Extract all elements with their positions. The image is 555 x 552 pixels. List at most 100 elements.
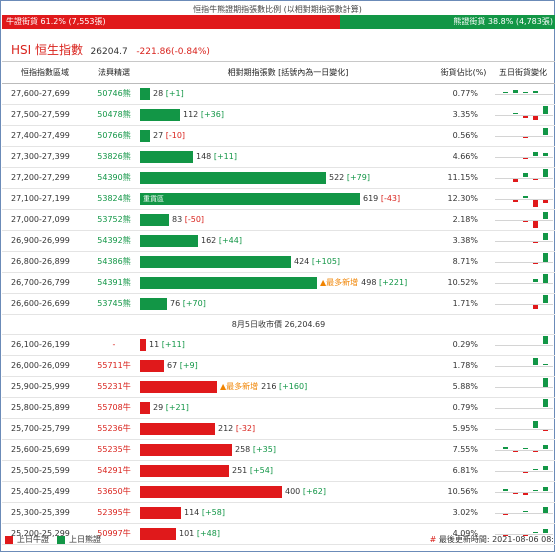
five-day-sparkline: [495, 231, 555, 251]
product-code[interactable]: 50478熊: [88, 104, 140, 126]
table-row: 26,000-26,099 55711牛 67 [+9] 1.78%: [2, 355, 555, 377]
sparkline-baseline: [495, 198, 553, 200]
contracts-label: 114 [+58]: [184, 508, 225, 517]
product-code[interactable]: 54291牛: [88, 460, 140, 482]
share-pct: 4.66%: [436, 146, 491, 168]
sparkline-bar: [513, 492, 518, 494]
index-name[interactable]: HSI 恒生指數: [11, 43, 83, 57]
product-code[interactable]: 55235牛: [88, 439, 140, 461]
contracts-bar-group: 83 [-50]: [140, 213, 436, 226]
product-code[interactable]: 55231牛: [88, 376, 140, 398]
contracts-label: 76 [+70]: [170, 299, 206, 308]
contracts-change: [-43]: [380, 194, 401, 203]
sparkline-baseline: [495, 428, 553, 430]
contracts-change: [+9]: [179, 361, 198, 370]
five-day-sparkline: [495, 356, 555, 376]
contracts-bar-group: 162 [+44]: [140, 234, 436, 247]
product-code[interactable]: 54392熊: [88, 230, 140, 252]
contracts-bar: [140, 464, 229, 477]
sparkline-bar: [503, 513, 508, 515]
bear-ratio-segment: 熊證街貨 38.8% (4,783張): [340, 15, 555, 29]
index-range: 26,800-26,899: [2, 251, 88, 273]
five-day-cell: [491, 523, 555, 545]
contracts-value: 400: [285, 487, 301, 496]
contracts-label: 112 [+36]: [183, 110, 224, 119]
share-pct: 8.71%: [436, 251, 491, 273]
contracts-cell: 11 [+11]: [140, 334, 436, 356]
sparkline-baseline: [495, 344, 553, 346]
contracts-bar-group: 148 [+11]: [140, 150, 436, 163]
product-code[interactable]: 50746熊: [88, 83, 140, 105]
contracts-cell: 101 [+48]: [140, 523, 436, 545]
index-range: 27,300-27,399: [2, 146, 88, 168]
contracts-bar: [140, 338, 146, 351]
contracts-bar-group: 424 [+105]: [140, 255, 436, 268]
product-code[interactable]: 53650牛: [88, 481, 140, 503]
most-added-tag: ▲最多新增: [320, 278, 359, 287]
product-code[interactable]: 54390熊: [88, 167, 140, 189]
product-code[interactable]: 55236牛: [88, 418, 140, 440]
sparkline-bar: [533, 421, 538, 429]
index-range: 26,000-26,099: [2, 355, 88, 377]
sparkline-bar: [523, 115, 528, 118]
contracts-cell: 114 [+58]: [140, 502, 436, 524]
product-code[interactable]: 54391熊: [88, 272, 140, 294]
product-code[interactable]: 53824熊: [88, 188, 140, 210]
most-added-tag: ▲最多新增: [220, 382, 259, 391]
sparkline-bar: [543, 199, 548, 204]
five-day-cell: [491, 272, 555, 294]
contracts-change: [+35]: [252, 445, 276, 454]
contracts-cell: 83 [-50]: [140, 209, 436, 231]
product-code[interactable]: 53745熊: [88, 293, 140, 315]
share-pct: 1.71%: [436, 293, 491, 315]
sparkline-bar: [543, 506, 548, 513]
product-code[interactable]: 54386熊: [88, 251, 140, 273]
sparkline-bar: [513, 89, 518, 94]
contracts-cell: 424 [+105]: [140, 251, 436, 273]
contracts-value: 29: [153, 403, 164, 412]
contracts-change: [+105]: [311, 257, 341, 266]
contracts-bar: [140, 108, 180, 121]
sparkline-bar: [523, 492, 528, 495]
product-code[interactable]: 50997牛: [88, 523, 140, 545]
header-contracts: 相對期指張數 [括號內為一日變化]: [140, 63, 436, 84]
five-day-cell: [491, 293, 555, 315]
contracts-cell: 148 [+11]: [140, 146, 436, 168]
sparkline-bar: [523, 220, 528, 222]
share-pct: 5.88%: [436, 376, 491, 398]
bear-legend-swatch: [57, 535, 65, 544]
contracts-bar: [140, 255, 291, 268]
product-code[interactable]: 55711牛: [88, 355, 140, 377]
sparkline-bar: [543, 106, 548, 115]
contracts-change: [+36]: [200, 110, 224, 119]
five-day-sparkline: [495, 398, 555, 418]
sparkline-bar: [533, 469, 538, 471]
product-code[interactable]: 53752熊: [88, 209, 140, 231]
contracts-label: 251 [+54]: [232, 466, 273, 475]
contracts-cell: 212 [-32]: [140, 418, 436, 440]
contracts-value: 27: [153, 131, 164, 140]
product-code[interactable]: 53826熊: [88, 146, 140, 168]
five-day-sparkline: [495, 168, 555, 188]
sparkline-bar: [533, 220, 538, 228]
share-pct: 11.15%: [436, 167, 491, 189]
product-code[interactable]: 50766熊: [88, 125, 140, 147]
sparkline-bar: [523, 511, 528, 513]
sparkline-bar: [533, 262, 538, 264]
sparkline-bar: [543, 429, 548, 431]
product-code[interactable]: 55708牛: [88, 397, 140, 419]
contracts-label: 27 [-10]: [153, 131, 185, 140]
share-pct: 3.02%: [436, 502, 491, 524]
index-price: 26204.7: [90, 47, 128, 57]
index-range: 27,200-27,299: [2, 167, 88, 189]
sparkline-bar: [543, 444, 548, 450]
share-pct: 0.56%: [436, 125, 491, 147]
sparkline-bar: [533, 178, 538, 180]
contracts-bar-group: 112 [+36]: [140, 108, 436, 121]
cbbc-distribution-table: 恒指指數區域 法興精選 相對期指張數 [括號內為一日變化] 街貨佔比(%) 五日…: [2, 63, 555, 545]
sparkline-baseline: [495, 365, 553, 367]
contracts-change: [+54]: [249, 466, 273, 475]
sparkline-bar: [523, 157, 528, 159]
product-code[interactable]: 52395牛: [88, 502, 140, 524]
contracts-change: [+21]: [165, 403, 189, 412]
